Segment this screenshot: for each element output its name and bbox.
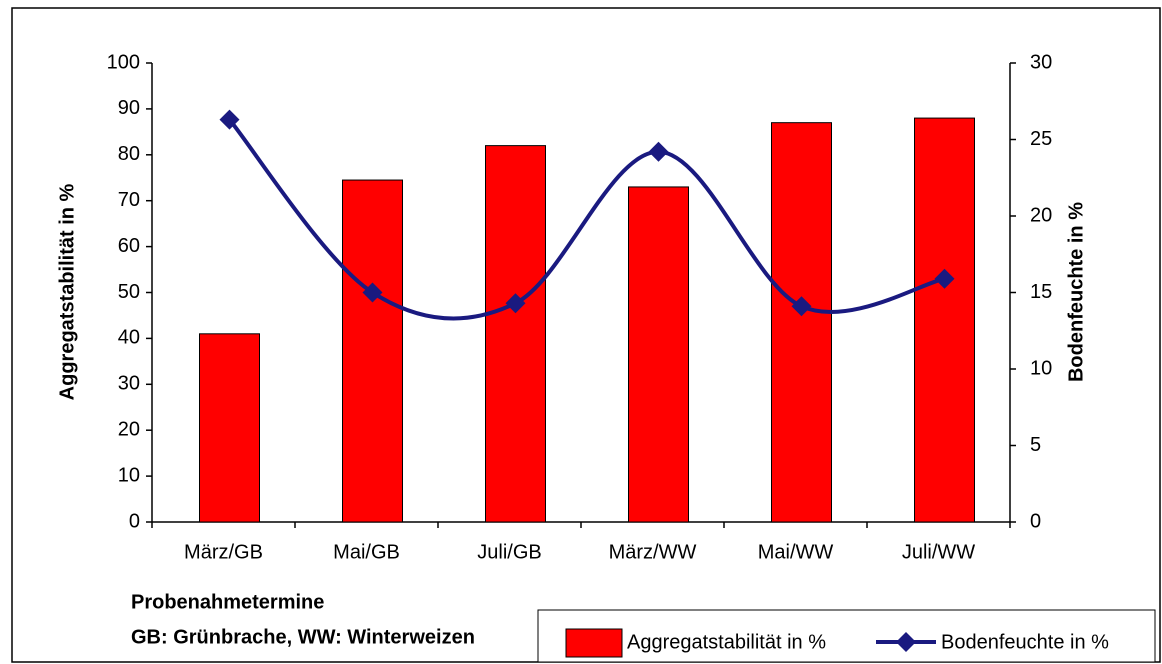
y-tick-label: 0 [129, 510, 140, 532]
y-axis-title: Aggregatstabilität in % [56, 183, 78, 400]
chart-border [11, 7, 1161, 663]
y2-axis-title: Bodenfeuchte in % [1065, 202, 1087, 382]
bar [199, 333, 260, 523]
legend-label: Aggregatstabilität in % [627, 631, 826, 653]
bar [914, 117, 975, 523]
y-tick-label: 80 [118, 143, 140, 165]
x-tick-label: Mai/WW [758, 541, 834, 563]
y-tick-label: 100 [107, 51, 140, 73]
y2-tick-label: 20 [1030, 204, 1052, 226]
y-tick-label: 70 [118, 189, 140, 211]
x-axis-title: Probenahmetermine [131, 591, 324, 613]
legend-box [537, 609, 1156, 663]
y-tick-label: 10 [118, 464, 140, 486]
y-tick-label: 50 [118, 281, 140, 303]
legend-label: Bodenfeuchte in % [941, 631, 1109, 653]
marker [934, 268, 955, 289]
y-tick-label: 40 [118, 327, 140, 349]
x-tick-label: März/WW [609, 541, 697, 563]
y-tick-label: 90 [118, 97, 140, 119]
y-tick-label: 20 [118, 418, 140, 440]
marker [505, 293, 526, 314]
marker [648, 141, 669, 162]
legend-marker [896, 632, 916, 652]
y2-tick-label: 0 [1030, 510, 1041, 532]
x-tick-label: Juli/GB [477, 541, 541, 563]
marker [219, 109, 240, 130]
y2-tick-label: 15 [1030, 281, 1052, 303]
y-tick-label: 60 [118, 235, 140, 257]
y2-tick-label: 5 [1030, 434, 1041, 456]
bar [628, 186, 689, 523]
y-tick-label: 30 [118, 373, 140, 395]
note: GB: Grünbrache, WW: Winterweizen [131, 626, 475, 648]
x-tick-label: Mai/GB [333, 541, 400, 563]
bar [771, 122, 832, 523]
y2-tick-label: 25 [1030, 128, 1052, 150]
x-tick-label: Juli/WW [902, 541, 975, 563]
y2-tick-label: 30 [1030, 51, 1052, 73]
bar [485, 145, 546, 523]
marker [791, 296, 812, 317]
bar [342, 179, 403, 523]
marker [362, 282, 383, 303]
x-tick-label: März/GB [184, 541, 263, 563]
y2-tick-label: 10 [1030, 357, 1052, 379]
legend-swatch [565, 628, 623, 658]
